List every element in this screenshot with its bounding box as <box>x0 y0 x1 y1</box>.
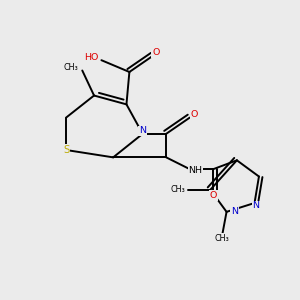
Text: O: O <box>210 191 217 200</box>
Text: O: O <box>152 48 160 57</box>
Text: HO: HO <box>84 53 98 62</box>
Text: N: N <box>139 126 146 135</box>
Text: NH: NH <box>188 166 202 175</box>
Text: O: O <box>190 110 198 119</box>
Text: CH₃: CH₃ <box>215 234 230 243</box>
Text: CH₃: CH₃ <box>63 63 78 72</box>
Text: S: S <box>63 145 69 155</box>
Text: CH₃: CH₃ <box>171 185 185 194</box>
Text: N: N <box>253 201 260 210</box>
Text: N: N <box>231 207 238 216</box>
